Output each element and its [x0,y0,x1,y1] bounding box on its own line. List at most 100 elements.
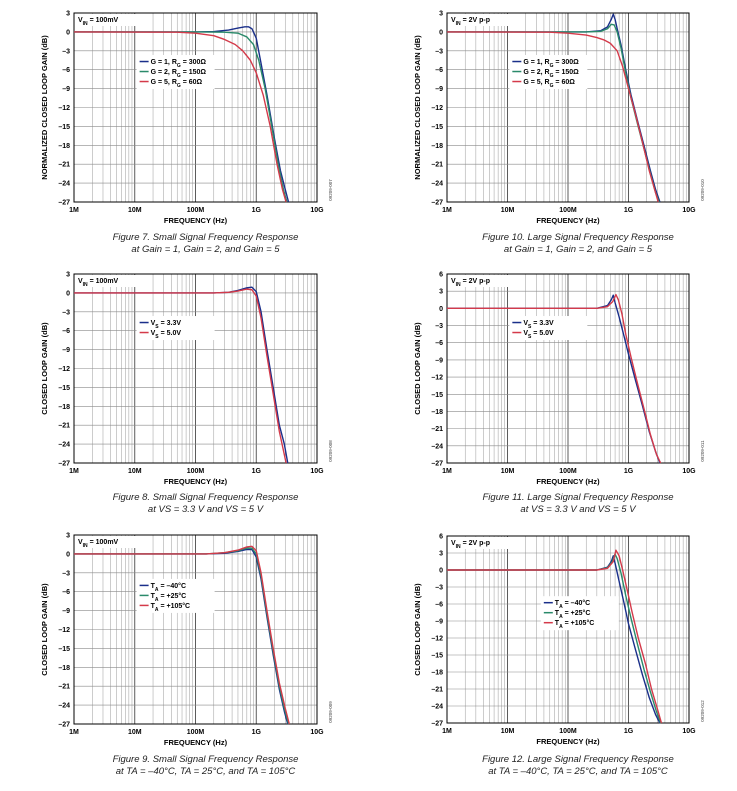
y-tick-label: –6 [62,589,70,596]
x-tick-label: 10M [501,207,515,214]
x-tick-label: 1M [69,207,79,214]
y-tick-label: –18 [431,409,443,416]
y-tick-label: –27 [431,200,443,207]
series-line-3 [447,549,663,724]
x-tick-label: 1G [252,729,262,736]
y-tick-label: –6 [435,67,443,74]
x-axis-label: FREQUENCY (Hz) [536,216,600,225]
y-tick-label: –12 [58,105,70,112]
legend-label: TA = +25°C [151,592,187,603]
x-tick-label: 1G [624,468,634,475]
condition-box [448,14,512,26]
y-tick-label: –9 [62,347,70,354]
x-axis-label: FREQUENCY (Hz) [164,216,228,225]
y-tick-label: –6 [62,67,70,74]
legend-label: TA = +105°C [555,619,595,630]
y-tick-label: –6 [62,328,70,335]
legend-box [540,596,619,631]
plot-frame [446,12,690,203]
condition-label: VIN = 100mV [78,539,119,549]
x-tick-label: 10M [501,728,515,735]
y-tick-label: 3 [66,533,70,540]
x-tick-label: 10M [128,468,142,475]
plot-frame [446,535,690,724]
legend-box [136,55,215,90]
y-tick-label: –15 [431,653,443,660]
plot-frame [73,12,318,203]
legend-label: G = 5, RG = 60Ω [523,79,575,89]
y-tick-label: –27 [431,461,443,468]
x-tick-label: 10G [682,468,696,475]
y-tick-label: –3 [62,570,70,577]
figure-id: 09209-008 [328,440,333,462]
x-tick-label: 1G [252,207,262,214]
y-tick-label: –21 [431,162,443,169]
condition-box [75,14,139,26]
x-axis-label: FREQUENCY (Hz) [536,737,600,746]
x-tick-label: 100M [559,207,577,214]
y-tick-label: –15 [431,124,443,131]
y-tick-label: 3 [439,551,443,558]
figure-caption-title: Figure 12. Large Signal Frequency Respon… [482,754,674,765]
legend: TA = –40°CTA = +25°CTA = +105°C [136,578,215,613]
series-line-3 [446,31,659,203]
legend-box [509,55,588,90]
x-tick-label: 10G [310,207,324,214]
x-tick-label: 1M [69,468,79,475]
figure-caption-title: Figure 7. Small Signal Frequency Respons… [113,232,299,243]
condition-box [448,537,512,549]
y-axis-label: NORMALIZED CLOSED LOOP GAIN (dB) [413,35,422,180]
legend: TA = –40°CTA = +25°CTA = +105°C [540,596,619,631]
series-line-3 [73,31,287,203]
y-axis-label: CLOSED LOOP GAIN (dB) [40,322,49,415]
y-tick-label: –24 [58,442,70,449]
x-tick-label: 10M [501,468,515,475]
y-tick-label: –18 [431,143,443,150]
figure-id: 09209-011 [700,440,705,462]
figure-caption-condition: at VS = 3.3 V and VS = 5 V [520,504,637,515]
series-line-2 [74,288,287,464]
legend-label: VS = 5.0V [151,330,182,340]
y-axis-label: CLOSED LOOP GAIN (dB) [413,583,422,676]
x-tick-label: 10G [682,207,696,214]
y-tick-label: –9 [435,86,443,93]
condition-box [75,275,139,287]
y-tick-label: –6 [435,340,443,347]
condition-label: VIN = 2V p-p [451,540,490,550]
x-tick-label: 1G [624,728,634,735]
y-tick-label: –6 [435,602,443,609]
y-tick-label: –9 [62,608,70,615]
y-tick-label: 0 [439,306,443,313]
x-tick-label: 1G [624,207,634,214]
y-tick-label: –21 [431,687,443,694]
x-tick-label: 1M [442,728,452,735]
figure-id: 09209-010 [700,179,705,201]
plot-frame [446,273,690,464]
x-tick-label: 100M [187,207,205,214]
y-tick-label: –12 [431,105,443,112]
legend-label: G = 5, RG = 60Ω [151,79,203,89]
y-tick-label: –24 [58,181,70,188]
condition-label: VIN = 2V p-p [451,17,490,27]
x-axis-label: FREQUENCY (Hz) [164,738,228,747]
legend-label: VS = 3.3V [523,320,554,330]
legend-label: G = 2, RG = 150Ω [151,69,207,79]
y-tick-label: –15 [58,385,70,392]
condition-label: VIN = 100mV [78,278,119,288]
legend-label: VS = 3.3V [151,320,182,330]
x-tick-label: 10M [128,207,142,214]
series-line-1 [447,13,661,203]
x-tick-label: 100M [559,468,577,475]
y-tick-label: –27 [431,721,443,728]
y-tick-label: –18 [58,143,70,150]
plot-frame [73,534,318,725]
figure-caption-condition: at Gain = 1, Gain = 2, and Gain = 5 [504,244,653,255]
y-tick-label: –21 [58,162,70,169]
y-tick-label: –3 [62,48,70,55]
x-tick-label: 1G [252,468,262,475]
y-tick-label: –21 [58,423,70,430]
